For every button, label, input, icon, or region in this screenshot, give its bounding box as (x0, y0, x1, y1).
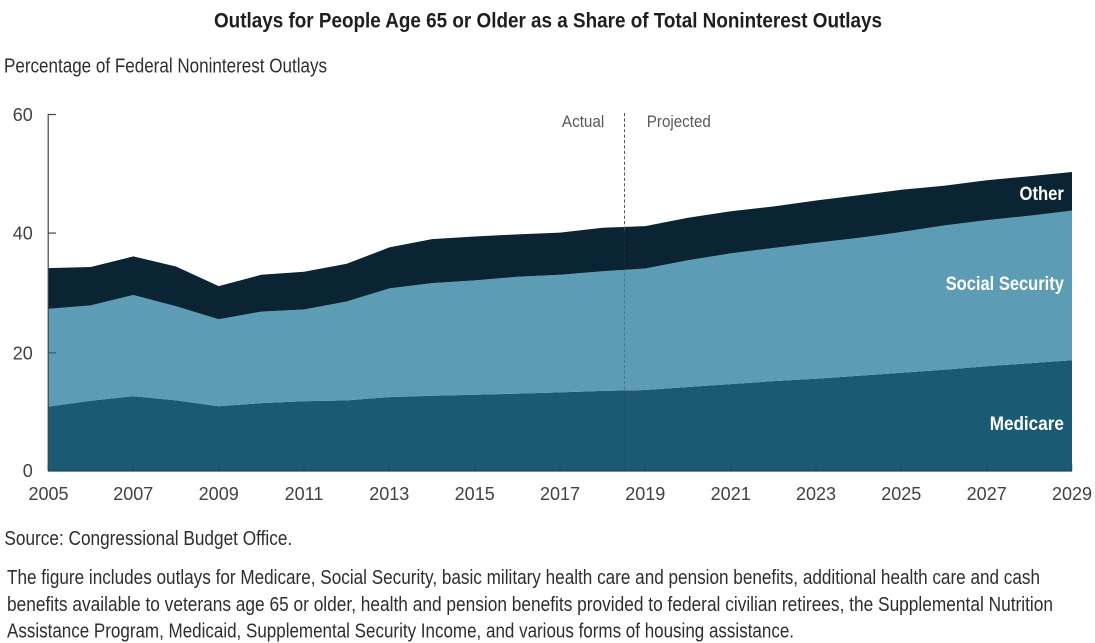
svg-text:2007: 2007 (113, 484, 153, 504)
svg-text:Source: Congressional Budget O: Source: Congressional Budget Office. (4, 528, 292, 550)
svg-text:2015: 2015 (455, 484, 495, 504)
svg-text:2025: 2025 (881, 484, 921, 504)
svg-text:0: 0 (23, 461, 33, 481)
svg-text:2021: 2021 (711, 484, 751, 504)
svg-text:2017: 2017 (540, 484, 580, 504)
svg-text:Outlays for People Age 65 or O: Outlays for People Age 65 or Older as a … (214, 10, 882, 33)
svg-text:2011: 2011 (285, 484, 324, 504)
svg-text:Actual: Actual (562, 113, 604, 131)
svg-text:60: 60 (13, 105, 33, 125)
svg-text:The figure includes outlays fo: The figure includes outlays for Medicare… (7, 567, 1040, 589)
svg-text:2005: 2005 (28, 484, 68, 504)
svg-text:Assistance Program, Medicaid,: Assistance Program, Medicaid, Supplement… (7, 620, 794, 642)
svg-text:Percentage of Federal Noninter: Percentage of Federal Noninterest Outlay… (4, 56, 327, 78)
svg-text:Medicare: Medicare (990, 414, 1064, 435)
svg-text:benefits available to veterans: benefits available to veterans age 65 or… (7, 594, 1053, 616)
svg-text:Social Security: Social Security (946, 274, 1065, 295)
svg-text:Other: Other (1020, 184, 1065, 205)
svg-text:2029: 2029 (1052, 484, 1092, 504)
svg-text:Projected: Projected (647, 113, 711, 131)
svg-text:2019: 2019 (625, 484, 665, 504)
svg-text:2009: 2009 (199, 484, 239, 504)
svg-text:2023: 2023 (796, 484, 836, 504)
svg-text:20: 20 (13, 343, 33, 363)
svg-text:2013: 2013 (369, 484, 409, 504)
svg-text:40: 40 (13, 224, 33, 244)
svg-text:2027: 2027 (967, 484, 1007, 504)
